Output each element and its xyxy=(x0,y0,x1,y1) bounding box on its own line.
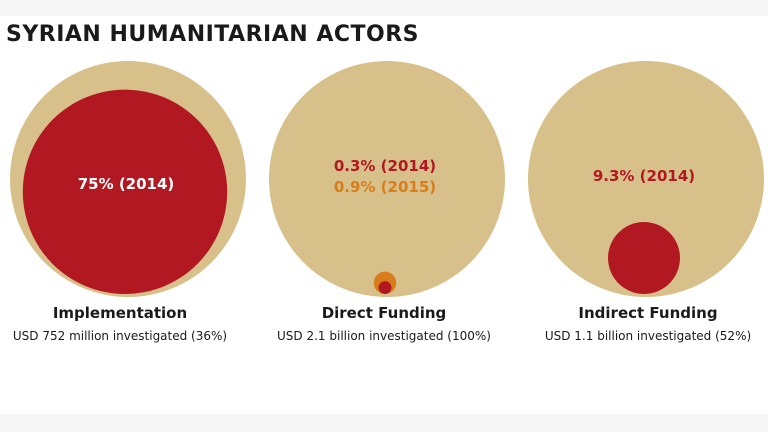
implementation-share-2014-circle xyxy=(22,89,228,294)
direct-funding-share-2014-label: 0.3% (2014) xyxy=(334,157,436,175)
panel-implementation-title: Implementation xyxy=(52,304,188,322)
chart-title: SYRIAN HUMANITARIAN ACTORS xyxy=(6,22,420,47)
direct-funding-outer-circle xyxy=(269,61,505,297)
indirect-funding-outer-circle xyxy=(528,61,764,297)
direct-funding-share-2014-circle xyxy=(378,281,392,294)
panel-indirect-funding-subtitle: USD 1.1 billion investigated (52%) xyxy=(544,329,752,343)
top-band xyxy=(0,0,768,16)
indirect-funding-share-2014-circle xyxy=(608,222,680,294)
panel-direct-funding-subtitle: USD 2.1 billion investigated (100%) xyxy=(277,329,491,343)
panel-implementation-subtitle: USD 752 million investigated (36%) xyxy=(12,329,228,343)
bottom-band xyxy=(0,414,768,432)
indirect-funding-share-2014-label: 9.3% (2014) xyxy=(593,167,695,185)
panel-indirect-funding-title: Indirect Funding xyxy=(578,304,718,322)
direct-funding-share-2015-label: 0.9% (2015) xyxy=(334,178,436,196)
panel-direct-funding-title: Direct Funding xyxy=(321,304,447,322)
implementation-share-2014-label: 75% (2014) xyxy=(78,175,175,193)
